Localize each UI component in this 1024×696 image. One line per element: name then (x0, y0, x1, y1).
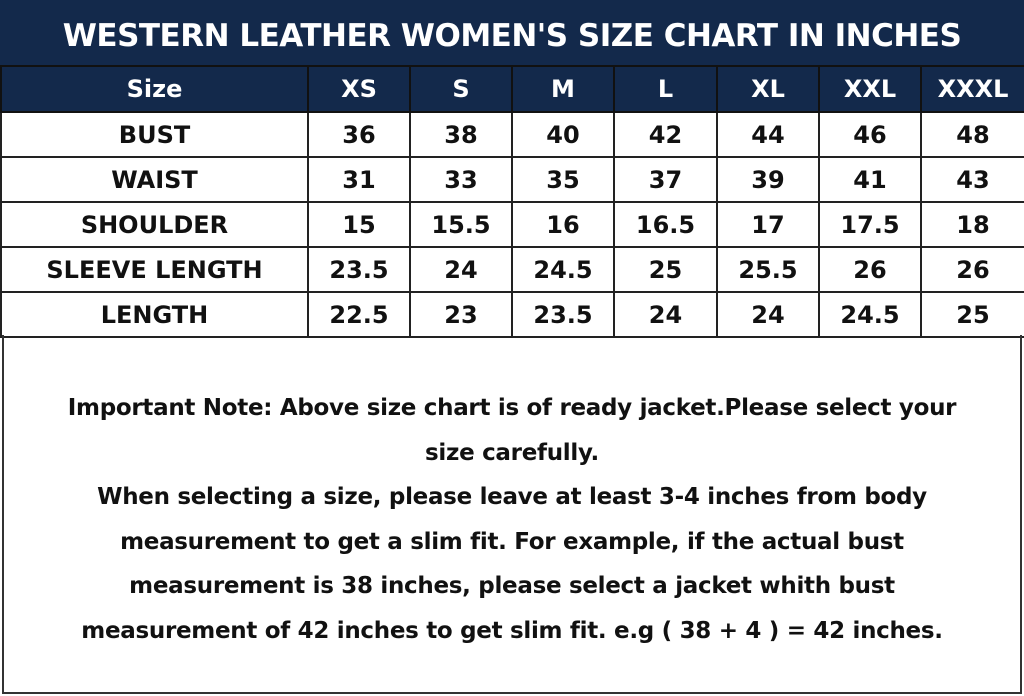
note-line: measurement to get a slim fit. For examp… (120, 528, 904, 555)
table-row: WAIST 31 33 35 37 39 41 43 (0, 156, 1024, 203)
table-cell: 42 (613, 111, 718, 158)
row-label: WAIST (0, 156, 309, 203)
table-cell: 43 (920, 156, 1024, 203)
table-body: BUST 36 38 40 42 44 46 48 WAIST 31 33 35 37 39 41 43 SHO… (0, 111, 1024, 338)
table-row: BUST 36 38 40 42 44 46 48 (0, 111, 1024, 158)
table-cell: 33 (409, 156, 513, 203)
note-box: Important Note: Above size chart is of r… (2, 335, 1022, 694)
row-label: BUST (0, 111, 309, 158)
table-row: SLEEVE LENGTH 23.5 24 24.5 25 25.5 26 26 (0, 246, 1024, 293)
table-cell: 39 (716, 156, 820, 203)
table-cell: 25 (613, 246, 718, 293)
table-cell: 16.5 (613, 201, 718, 248)
table-cell: 36 (307, 111, 411, 158)
table-cell: 26 (818, 246, 922, 293)
table-cell: 35 (511, 156, 615, 203)
row-label: SHOULDER (0, 201, 309, 248)
chart-title: WESTERN LEATHER WOMEN'S SIZE CHART IN IN… (0, 0, 1024, 65)
row-label: LENGTH (0, 291, 309, 338)
table-cell: 48 (920, 111, 1024, 158)
note-line: measurement of 42 inches to get slim fit… (81, 617, 943, 644)
table-cell: 23.5 (307, 246, 411, 293)
table-cell: 23.5 (511, 291, 615, 338)
note-line: size carefully. (425, 439, 599, 466)
table-cell: 25 (920, 291, 1024, 338)
header-cell-xl: XL (716, 65, 820, 113)
table-cell: 41 (818, 156, 922, 203)
header-cell-xxl: XXL (818, 65, 922, 113)
header-cell-m: M (511, 65, 615, 113)
table-cell: 17 (716, 201, 820, 248)
note-line: Important Note: Above size chart is of r… (67, 395, 957, 421)
table-cell: 31 (307, 156, 411, 203)
table-cell: 24 (613, 291, 718, 338)
table-cell: 18 (920, 201, 1024, 248)
table-cell: 23 (409, 291, 513, 338)
note-line: When selecting a size, please leave at l… (97, 484, 927, 511)
table-cell: 40 (511, 111, 615, 158)
table-cell: 26 (920, 246, 1024, 293)
size-table: Size XS S M L XL XXL XXXL BUST 36 38 40 42 44 46 48 WAI… (0, 65, 1024, 338)
header-cell-xxxl: XXXL (920, 65, 1024, 113)
table-cell: 24 (716, 291, 820, 338)
header-cell-s: S (409, 65, 513, 113)
row-label: SLEEVE LENGTH (0, 246, 309, 293)
table-cell: 24 (409, 246, 513, 293)
table-cell: 44 (716, 111, 820, 158)
note-line: measurement is 38 inches, please select … (129, 573, 895, 600)
table-cell: 24.5 (511, 246, 615, 293)
header-cell-xs: XS (307, 65, 411, 113)
table-cell: 24.5 (818, 291, 922, 338)
table-cell: 37 (613, 156, 718, 203)
table-cell: 16 (511, 201, 615, 248)
table-cell: 25.5 (716, 246, 820, 293)
header-cell-l: L (613, 65, 718, 113)
table-cell: 22.5 (307, 291, 411, 338)
header-row: Size XS S M L XL XXL XXXL (0, 65, 1024, 113)
table-cell: 15.5 (409, 201, 513, 248)
table-row: SHOULDER 15 15.5 16 16.5 17 17.5 18 (0, 201, 1024, 248)
table-cell: 46 (818, 111, 922, 158)
important-note: Important Note: Above size chart is of r… (4, 386, 1020, 654)
table-cell: 15 (307, 201, 411, 248)
table-cell: 38 (409, 111, 513, 158)
table-row: LENGTH 22.5 23 23.5 24 24 24.5 25 (0, 291, 1024, 338)
header-cell-size: Size (0, 65, 309, 113)
table-cell: 17.5 (818, 201, 922, 248)
